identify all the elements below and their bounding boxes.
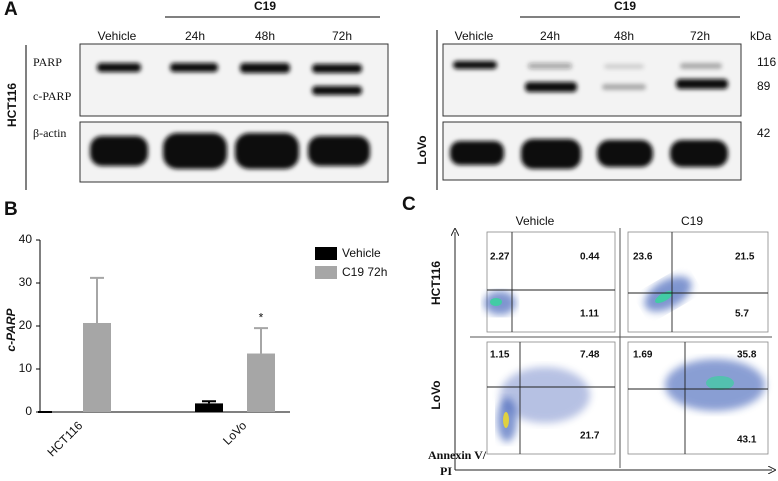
y-tick-label: 0 [25,404,32,418]
y-axis-label: c-PARP [4,307,18,351]
blot [79,43,389,117]
unit: kDa [750,29,772,43]
bands [450,61,728,169]
quadrant-value: 1.69 [633,350,653,361]
lane-label: Vehicle [455,29,494,43]
panel-label: A [4,0,18,20]
quadrant-value: 23.6 [633,252,653,263]
row-label: HCT116 [429,261,443,305]
quadrant-value: 1.15 [490,350,510,361]
row-label: c-PARP [33,89,72,103]
quadrant-value: 21.5 [735,252,755,263]
lane-label: 48h [255,29,275,43]
y-axis-label: PI [440,464,452,478]
error-bar [202,400,216,404]
lane-label: 48h [614,29,634,43]
cell-line: LoVo [415,135,429,164]
error-bar [254,327,268,354]
quadrant-value: 1.11 [580,309,599,320]
panel-b: B c-PARP 0 10 20 30 40 HCT116 LoVo * Vehicle C19 … [4,199,387,459]
legend-swatch [315,266,337,279]
annotation: * [259,310,264,324]
legend-swatch [315,247,337,260]
quadrant-value: 2.27 [490,252,510,263]
bar [247,353,275,412]
x-tick-label: LoVo [220,418,249,447]
quadrant-value: 43.1 [737,435,757,446]
y-tick-label: 10 [19,361,33,375]
quadrant-value: 21.7 [580,431,600,442]
column-label: C19 [681,214,703,228]
row-label: PARP [33,55,62,69]
quadrant-value: 7.48 [580,350,600,361]
group-label: C19 [614,0,636,13]
size: 116 [757,55,776,69]
quadrant-value: 35.8 [737,350,757,361]
quadrant-value: 0.44 [580,252,600,263]
panel-c: C Vehicle C19 HCT116 LoVo Annexin V/ PI … [402,194,772,478]
panel-label: B [4,199,18,220]
error-bar [90,276,104,323]
column-label: Vehicle [516,214,555,228]
bar [195,403,223,412]
lane-label: 72h [690,29,710,43]
y-tick-label: 40 [19,232,33,246]
size: 42 [757,126,771,140]
dot-clouds [484,276,765,442]
lane-label: Vehicle [98,29,137,43]
bar [83,322,111,412]
legend-label: C19 72h [342,265,387,279]
lane-label: 24h [540,29,560,43]
quadrant-lines [487,232,768,454]
quadrant-value: 5.7 [735,309,749,320]
row-label: β-actin [33,126,66,140]
group-label: C19 [254,0,276,13]
lane-label: 72h [332,29,352,43]
legend-label: Vehicle [342,246,381,260]
cell-line: HCT116 [5,83,19,127]
x-axis-label: Annexin V/ [428,448,487,462]
size: 89 [757,79,771,93]
x-tick-label: HCT116 [44,418,85,459]
panel-label: C [402,194,416,215]
y-tick-label: 20 [19,318,33,332]
lane-label: 24h [185,29,205,43]
plot-frames [486,231,769,455]
bands [90,63,370,169]
panel-a: A C19 Vehicle 24h 48h 72h HCT116 PARP c-… [4,0,776,190]
y-tick-label: 30 [19,275,33,289]
row-label: LoVo [429,380,443,409]
